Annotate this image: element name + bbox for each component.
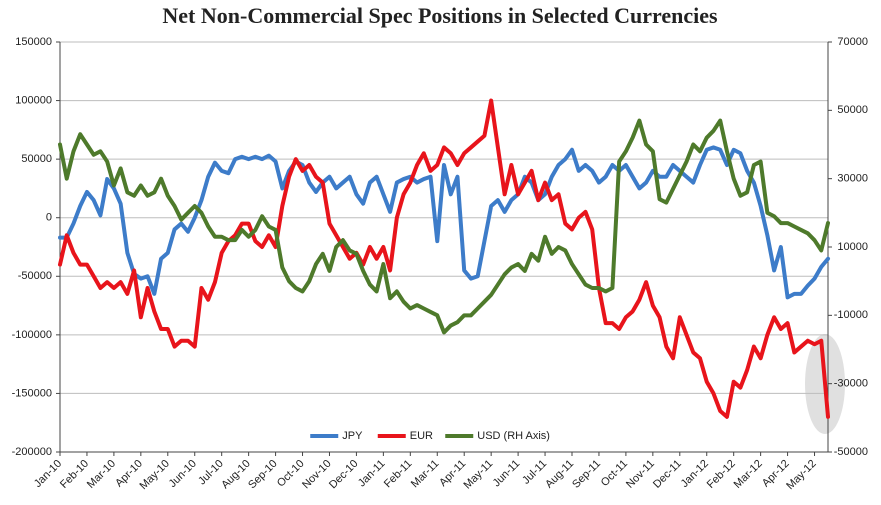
y2-tick-label: 70000 [837, 36, 868, 48]
y2-tick-label: 50000 [837, 104, 868, 116]
y-tick-label: 100000 [15, 94, 52, 106]
legend-label: USD (RH Axis) [477, 430, 550, 442]
y-tick-label: 0 [46, 212, 52, 224]
y-tick-label: -200000 [12, 446, 52, 458]
y2-tick-label: -10000 [834, 309, 868, 321]
y-tick-label: -100000 [12, 329, 52, 341]
y2-tick-label: 30000 [837, 173, 868, 185]
series-line [58, 118, 830, 335]
legend-label: JPY [342, 430, 363, 442]
y2-tick-label: -50000 [834, 446, 868, 458]
chart-title: Net Non-Commercial Spec Positions in Sel… [162, 3, 718, 28]
series-line [58, 145, 830, 300]
y2-tick-label: 10000 [837, 241, 868, 253]
y-tick-label: 50000 [21, 153, 52, 165]
y-tick-label: -150000 [12, 387, 52, 399]
y-tick-label: -50000 [18, 270, 52, 282]
y-tick-label: 150000 [15, 36, 52, 48]
series-line [58, 98, 830, 419]
legend-label: EUR [410, 430, 433, 442]
y2-tick-label: -30000 [834, 378, 868, 390]
